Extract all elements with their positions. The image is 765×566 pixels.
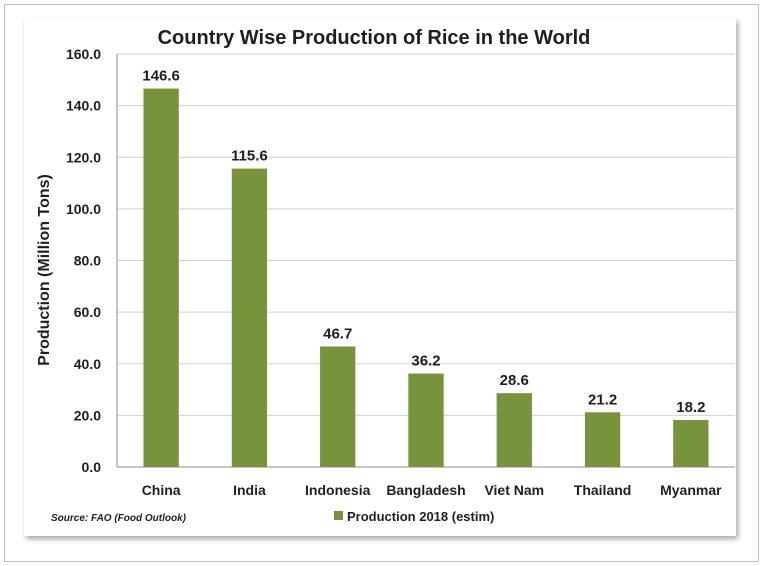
bars: 146.6 115.6 46.7 36.2 28.6 21.2 18.2 xyxy=(142,68,709,468)
y-tick-label: 140.0 xyxy=(66,98,101,114)
x-category-label: Indonesia xyxy=(305,482,371,498)
x-category-label: India xyxy=(233,482,266,498)
x-category-label: China xyxy=(142,482,181,498)
data-label: 146.6 xyxy=(142,68,180,85)
y-tick-label: 40.0 xyxy=(74,356,101,372)
y-tick-label: 100.0 xyxy=(66,201,101,217)
legend: Production 2018 (estim) xyxy=(334,509,494,524)
gridlines xyxy=(116,53,735,468)
y-axis-ticks: 0.0 20.0 40.0 60.0 80.0 100.0 120.0 140.0 160.0 xyxy=(66,46,101,475)
y-tick-label: 160.0 xyxy=(66,46,101,62)
bar-indonesia xyxy=(320,346,356,467)
bar-thailand xyxy=(584,412,621,467)
bar-china xyxy=(143,88,179,468)
bar-india xyxy=(231,168,268,468)
y-tick-label: 60.0 xyxy=(74,304,101,320)
data-label: 21.2 xyxy=(588,391,617,408)
x-category-label: Bangladesh xyxy=(386,482,465,498)
data-label: 18.2 xyxy=(676,399,705,416)
legend-label: Production 2018 (estim) xyxy=(347,509,494,524)
y-tick-label: 0.0 xyxy=(82,459,102,475)
data-label: 115.6 xyxy=(231,148,268,165)
y-axis-label: Production (Million Tons) xyxy=(36,174,53,366)
legend-swatch xyxy=(334,511,343,520)
source-note: Source: FAO (Food Outlook) xyxy=(51,513,187,524)
y-tick-label: 80.0 xyxy=(74,253,101,269)
bar-myanmar xyxy=(673,420,709,467)
data-label: 36.2 xyxy=(411,353,440,370)
data-label: 28.6 xyxy=(500,372,529,389)
y-tick-label: 20.0 xyxy=(74,407,101,423)
x-axis-categories: China India Indonesia Bangladesh Viet Nam Tha… xyxy=(142,482,722,498)
data-label: 46.7 xyxy=(323,325,352,342)
x-category-label: Viet Nam xyxy=(484,482,544,498)
x-category-label: Thailand xyxy=(574,482,632,498)
bar-bangladesh xyxy=(408,373,444,467)
x-category-label: Myanmar xyxy=(660,482,722,498)
bar-viet-nam xyxy=(496,393,532,467)
chart-title: Country Wise Production of Rice in the W… xyxy=(158,27,591,49)
y-tick-label: 120.0 xyxy=(66,149,101,165)
